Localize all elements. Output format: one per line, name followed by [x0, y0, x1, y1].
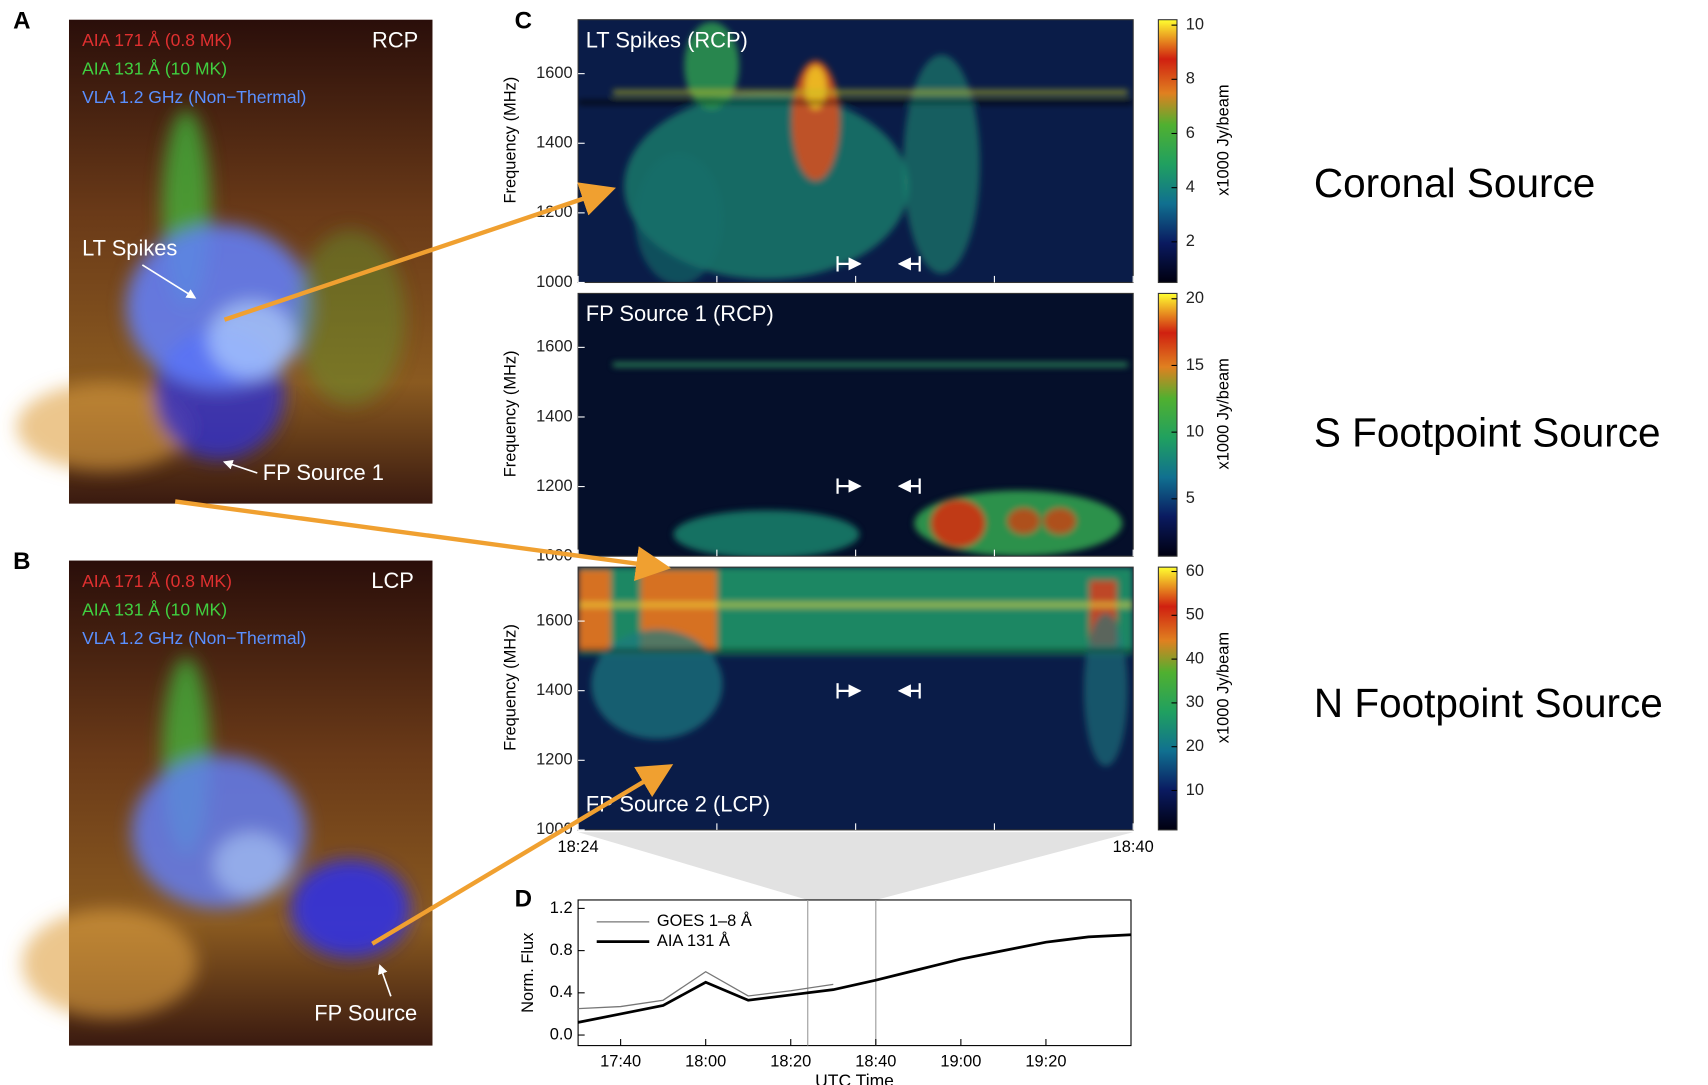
annotation: LT Spikes [82, 235, 177, 260]
colorbar-tick-label: 10 [1186, 422, 1204, 440]
y-tick-label: 1200 [536, 751, 573, 769]
colorbar [1157, 19, 1178, 284]
colorbar [1157, 292, 1178, 557]
line-series [577, 933, 1132, 1024]
y-axis-label: Frequency (MHz) [502, 77, 520, 204]
zoom-wedge [578, 832, 1134, 900]
y-tick-label: 0.8 [550, 941, 573, 959]
colorbar-tick-label: 8 [1186, 70, 1195, 88]
legend-entry: VLA 1.2 GHz (Non−Thermal) [82, 628, 306, 648]
x-tick-label: 19:20 [1025, 1052, 1066, 1070]
y-tick-label: 1.2 [550, 899, 573, 917]
colorbar-label: x1000 Jy/beam [1214, 632, 1232, 743]
y-axis-label: Norm. Flux [519, 932, 537, 1013]
y-tick-label: 1600 [536, 338, 573, 356]
spectrogram-features [613, 362, 1128, 557]
annotation: FP Source 1 [263, 460, 384, 485]
y-tick-label: 1600 [536, 64, 573, 82]
panel-c: 1000 1200 1400 1600 LT Spikes (RCP) Frequency… [502, 15, 1233, 876]
legend-entry: AIA 131 Å [657, 931, 730, 950]
panel-a: A AIA 171 Å (0.8 MK) AIA 131 Å (10 MK) V… [13, 7, 433, 504]
source-label: Coronal Source [1314, 160, 1595, 206]
panel-letter: D [515, 885, 532, 912]
colorbar-tick-label: 10 [1186, 781, 1204, 799]
panel-letter: B [13, 548, 30, 575]
colorbar-tick-label: 60 [1186, 562, 1204, 580]
annotation: FP Source [314, 1001, 417, 1026]
colorbar-label: x1000 Jy/beam [1214, 85, 1232, 196]
legend-entry: VLA 1.2 GHz (Non−Thermal) [82, 87, 306, 107]
legend-entry: AIA 171 Å (0.8 MK) [82, 30, 232, 50]
colorbar-tick-label: 30 [1186, 693, 1204, 711]
y-tick-label: 1000 [536, 273, 573, 291]
panel-d: 0.0 0.4 0.8 1.2 17:40 18:00 18:20 18:40 19:00 19:… [519, 832, 1134, 1085]
legend-entry: AIA 171 Å (0.8 MK) [82, 571, 232, 591]
y-tick-label: 1000 [536, 820, 573, 838]
spectrogram-features [578, 567, 1134, 767]
x-tick-label: 19:00 [940, 1052, 981, 1070]
spectrogram-title: FP Source 1 (RCP) [586, 301, 774, 326]
spectrogram-title: LT Spikes (RCP) [586, 27, 748, 52]
source-label: N Footpoint Source [1314, 680, 1663, 726]
y-tick-label: 1600 [536, 611, 573, 629]
colorbar-tick-label: 10 [1186, 15, 1204, 33]
colorbar-tick-label: 4 [1186, 178, 1195, 196]
x-tick-label: 18:40 [1113, 838, 1154, 856]
panel-b: B AIA 171 Å (0.8 MK) AIA 131 Å (10 MK) V… [13, 548, 433, 1046]
x-tick-label: 18:00 [685, 1052, 726, 1070]
legend-entry: GOES 1–8 Å [657, 911, 752, 930]
legend-entry: AIA 131 Å (10 MK) [82, 59, 227, 79]
colorbar-tick-label: 5 [1186, 489, 1195, 507]
spectrogram-title: FP Source 2 (LCP) [586, 792, 770, 817]
y-tick-label: 1200 [536, 477, 573, 495]
y-tick-label: 1200 [536, 203, 573, 221]
colorbar [1157, 566, 1178, 831]
line-series [578, 970, 834, 1010]
colorbar-tick-label: 15 [1186, 356, 1204, 374]
spectrogram-features [578, 21, 1134, 283]
colorbar-tick-label: 20 [1186, 289, 1204, 307]
legend-entry: AIA 131 Å (10 MK) [82, 600, 227, 620]
colorbar-tick-label: 50 [1186, 606, 1204, 624]
colorbar-tick-label: 2 [1186, 232, 1195, 250]
colorbar-label: x1000 Jy/beam [1214, 358, 1232, 469]
polarization: LCP [371, 568, 414, 593]
colorbar-tick-label: 20 [1186, 737, 1204, 755]
x-tick-label: 18:24 [558, 838, 599, 856]
y-tick-label: 0.4 [550, 983, 573, 1001]
y-axis-label: Frequency (MHz) [502, 350, 520, 477]
source-label: S Footpoint Source [1314, 409, 1661, 455]
colorbar-tick-label: 6 [1186, 124, 1195, 142]
x-tick-label: 17:40 [600, 1052, 641, 1070]
panel-letter: A [13, 7, 30, 34]
panel-letter: C [515, 7, 532, 34]
colorbar-tick-label: 40 [1186, 649, 1204, 667]
y-tick-label: 1400 [536, 681, 573, 699]
x-tick-label: 18:40 [855, 1052, 896, 1070]
connector-arrows [174, 182, 674, 946]
x-tick-label: 18:20 [770, 1052, 811, 1070]
y-tick-label: 1400 [536, 134, 573, 152]
x-axis-label: UTC Time [815, 1070, 894, 1085]
y-axis-label: Frequency (MHz) [502, 624, 520, 751]
y-tick-label: 0.0 [550, 1025, 573, 1043]
plot-frame [577, 899, 1132, 1047]
polarization: RCP [372, 27, 418, 52]
y-tick-label: 1400 [536, 407, 573, 425]
